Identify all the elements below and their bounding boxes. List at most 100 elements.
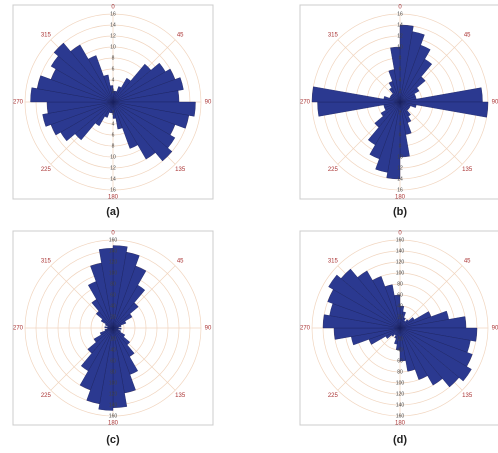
plot-frame xyxy=(12,4,214,200)
rose-petal xyxy=(357,270,401,329)
r-tick-label: 10 xyxy=(110,154,116,160)
r-tick-label: 40 xyxy=(110,303,116,309)
rose-petal xyxy=(394,294,401,329)
rose-petal xyxy=(112,101,190,129)
angle-label: 270 xyxy=(300,100,311,106)
angle-label: 135 xyxy=(175,167,186,173)
rose-petal xyxy=(399,327,460,388)
r-tick-label: 20 xyxy=(397,314,403,320)
r-tick-label: 4 xyxy=(112,121,115,127)
angle-label: 135 xyxy=(462,167,473,173)
r-tick-label: 60 xyxy=(397,292,403,298)
angle-label: 180 xyxy=(108,421,119,427)
r-tick-label: 14 xyxy=(397,22,403,28)
rose-petal xyxy=(384,284,401,329)
r-tick-label: 12 xyxy=(397,165,403,171)
r-tick-label: 2 xyxy=(112,110,115,116)
r-tick-label: 40 xyxy=(397,347,403,353)
rose-petal xyxy=(87,327,114,354)
r-tick-label: 10 xyxy=(110,44,116,50)
rose-petal xyxy=(399,31,425,103)
angle-label: 90 xyxy=(205,100,212,106)
r-tick-label: 60 xyxy=(110,358,116,364)
r-tick-label: 20 xyxy=(110,314,116,320)
r-tick-label: 16 xyxy=(110,11,116,17)
angle-label: 270 xyxy=(13,326,24,332)
rose-petal xyxy=(112,101,173,162)
rose-petal xyxy=(109,85,114,103)
r-tick-label: 20 xyxy=(397,336,403,342)
rose-petal xyxy=(93,327,114,343)
rose-petal xyxy=(112,101,156,160)
angle-label: 90 xyxy=(492,100,498,106)
r-tick-label: 100 xyxy=(396,270,405,276)
rose-petal xyxy=(80,327,114,372)
rose-petal xyxy=(399,327,443,386)
rose-petal xyxy=(399,44,431,103)
r-tick-label: 8 xyxy=(399,55,402,61)
caption: (b) xyxy=(393,206,407,218)
r-tick-label: 60 xyxy=(110,292,116,298)
r-tick-label: 120 xyxy=(396,391,405,397)
angle-label: 225 xyxy=(41,393,52,399)
r-tick-label: 40 xyxy=(110,347,116,353)
r-tick-label: 4 xyxy=(399,77,402,83)
rose-petal xyxy=(98,248,114,329)
rose-petal xyxy=(375,101,401,173)
angle-label: 315 xyxy=(41,258,52,264)
angle-label: 225 xyxy=(41,167,52,173)
r-tick-label: 120 xyxy=(109,391,118,397)
rose-petal xyxy=(311,86,401,103)
r-tick-label: 140 xyxy=(396,402,405,408)
r-tick-label: 60 xyxy=(397,358,403,364)
r-tick-label: 8 xyxy=(112,55,115,61)
angle-label: 180 xyxy=(395,195,406,201)
r-tick-label: 100 xyxy=(396,380,405,386)
r-tick-label: 10 xyxy=(397,44,403,50)
angle-label: 135 xyxy=(175,393,186,399)
r-tick-label: 16 xyxy=(397,11,403,17)
angle-label: 45 xyxy=(177,32,184,38)
r-tick-label: 8 xyxy=(399,143,402,149)
r-tick-label: 4 xyxy=(112,77,115,83)
angle-label: 270 xyxy=(300,326,311,332)
r-tick-label: 12 xyxy=(397,33,403,39)
plot-frame xyxy=(299,4,498,200)
r-tick-label: 140 xyxy=(396,248,405,254)
rose-petal xyxy=(372,276,401,329)
r-tick-label: 4 xyxy=(399,121,402,127)
rose-petal xyxy=(79,327,114,391)
rose-petal xyxy=(112,265,147,329)
rose-petal xyxy=(36,75,114,103)
rose-petal xyxy=(42,101,114,127)
r-tick-label: 10 xyxy=(397,154,403,160)
caption: (a) xyxy=(106,206,120,218)
r-tick-label: 80 xyxy=(110,369,116,375)
rose-petal xyxy=(374,101,401,128)
rose-petal xyxy=(86,327,114,405)
plot-frame xyxy=(12,230,214,426)
rose-petal xyxy=(87,55,114,103)
angle-label: 45 xyxy=(464,258,471,264)
rose-petal xyxy=(70,44,114,103)
r-tick-label: 80 xyxy=(397,281,403,287)
r-tick-label: 140 xyxy=(109,402,118,408)
grid-spoke xyxy=(337,327,401,391)
r-tick-label: 6 xyxy=(112,66,115,72)
r-tick-label: 100 xyxy=(109,380,118,386)
r-tick-label: 8 xyxy=(112,143,115,149)
r-tick-label: 6 xyxy=(399,66,402,72)
rose-petal xyxy=(399,58,433,103)
rose-petal xyxy=(112,284,146,329)
r-tick-label: 14 xyxy=(397,176,403,182)
rose-petal xyxy=(112,101,117,119)
rose-petal xyxy=(399,101,489,118)
angle-label: 315 xyxy=(328,32,339,38)
angle-label: 225 xyxy=(328,393,339,399)
r-tick-label: 120 xyxy=(109,259,118,265)
r-tick-label: 14 xyxy=(110,22,116,28)
r-tick-label: 100 xyxy=(109,270,118,276)
rose-petal xyxy=(328,274,401,329)
rose-petal xyxy=(399,327,428,380)
